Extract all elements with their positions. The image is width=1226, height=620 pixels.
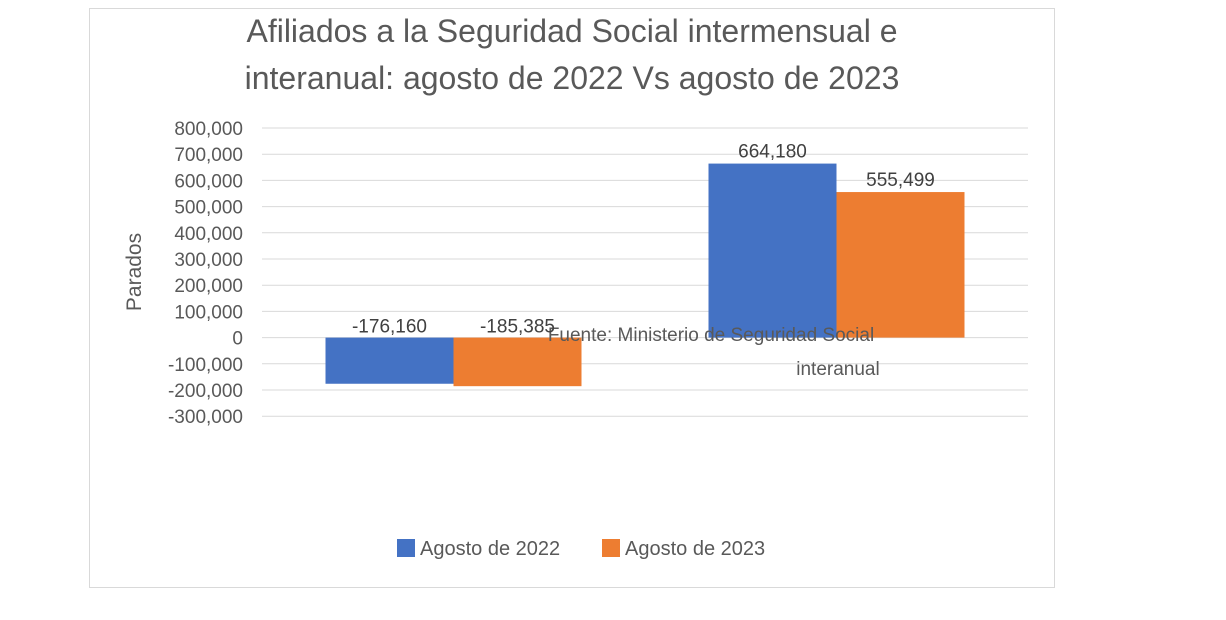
- y-tick-label: 400,000: [174, 224, 243, 245]
- bar: [708, 163, 837, 338]
- y-axis-label: Parados: [123, 233, 146, 311]
- y-tick-label: 0: [232, 329, 243, 350]
- y-tick-label: 100,000: [174, 302, 243, 323]
- y-tick-label: 200,000: [174, 276, 243, 297]
- legend-label: Agosto de 2023: [625, 538, 765, 560]
- legend-swatch: [397, 539, 415, 557]
- bar: [836, 192, 965, 338]
- category-label: Fuente: Ministerio de Seguridad Social: [548, 325, 874, 346]
- data-label: 555,499: [866, 170, 935, 191]
- chart-title-line-1: Afiliados a la Seguridad Social intermen…: [246, 13, 898, 49]
- legend-label: Agosto de 2022: [420, 538, 560, 560]
- category-label: interanual: [796, 359, 879, 380]
- y-tick-label: -300,000: [168, 407, 243, 428]
- y-tick-label: -100,000: [168, 355, 243, 376]
- y-tick-label: 500,000: [174, 198, 243, 219]
- bar: [453, 337, 582, 387]
- data-label: -176,160: [352, 317, 427, 338]
- chart-title-line-2: interanual: agosto de 2022 Vs agosto de …: [244, 60, 900, 96]
- y-tick-label: 700,000: [174, 145, 243, 166]
- y-tick-label: 300,000: [174, 250, 243, 271]
- y-tick-label: -200,000: [168, 381, 243, 402]
- bar: [325, 337, 454, 384]
- data-label: 664,180: [738, 142, 807, 163]
- y-tick-label: 600,000: [174, 171, 243, 192]
- legend-swatch: [602, 539, 620, 557]
- data-label: -185,385: [480, 317, 555, 338]
- y-tick-label: 800,000: [174, 119, 243, 140]
